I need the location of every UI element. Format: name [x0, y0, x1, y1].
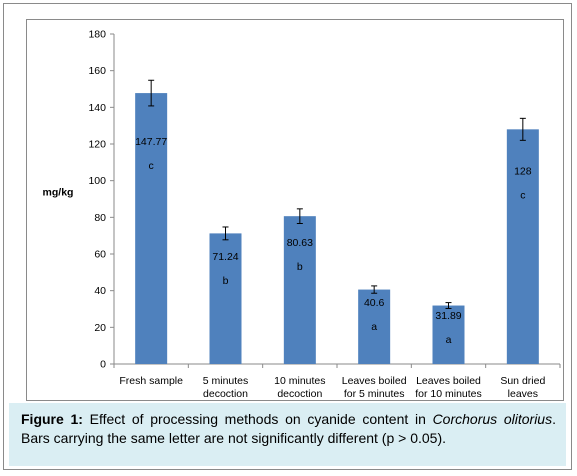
- bar: [209, 233, 242, 364]
- data-label: 80.63: [287, 237, 313, 249]
- significance-letter: c: [520, 190, 525, 202]
- y-tick-label: 180: [88, 29, 106, 41]
- caption-label: Figure 1:: [21, 411, 83, 427]
- figure-caption: Figure 1: Effect of processing methods o…: [9, 403, 566, 466]
- significance-letter: b: [297, 261, 303, 273]
- y-tick-label: 120: [88, 139, 106, 151]
- data-label: 31.89: [435, 310, 461, 322]
- significance-letter: a: [446, 334, 452, 346]
- caption-text-start: Effect of processing methods on cyanide …: [82, 411, 433, 427]
- data-label: 40.6: [364, 297, 385, 309]
- bar: [358, 289, 391, 364]
- x-tick-label: Leaves boiled: [342, 375, 407, 387]
- y-tick-label: 0: [100, 359, 106, 371]
- y-tick-label: 160: [88, 65, 106, 77]
- y-axis-title: mg/kg: [43, 186, 74, 198]
- significance-letter: c: [149, 160, 154, 172]
- y-tick-label: 40: [94, 285, 106, 297]
- caption-species-name: Corchorus olitorius: [432, 411, 553, 427]
- bar: [135, 93, 168, 365]
- bar: [506, 129, 539, 364]
- x-tick-label: Sun dried: [500, 375, 545, 387]
- x-tick-label: decoction: [277, 388, 322, 400]
- caption-text-end: . Bars carrying the same letter are not …: [21, 411, 556, 446]
- x-tick-label: 10 minutes: [274, 375, 325, 387]
- bar: [283, 216, 316, 364]
- bar-chart: 0 20 40 60 80 100 120 140 160 180 mg/kg 147.77 c Fres…: [26, 19, 564, 401]
- data-label: 71.24: [212, 251, 238, 263]
- x-tick-label: decoction: [203, 388, 248, 400]
- data-label: 147.77: [135, 136, 167, 148]
- bar: [432, 305, 465, 364]
- significance-letter: b: [223, 275, 229, 287]
- x-tick-label: 5 minutes: [203, 375, 249, 387]
- significance-letter: a: [371, 321, 377, 333]
- y-tick-label: 20: [94, 322, 106, 334]
- x-tick-label: leaves: [508, 388, 538, 400]
- x-tick-label: for 10 minutes: [415, 388, 482, 400]
- x-tick-label: for 5 minutes: [344, 388, 405, 400]
- x-tick-label: Leaves boiled: [416, 375, 481, 387]
- data-label: 128: [514, 166, 532, 178]
- y-tick-label: 60: [94, 249, 106, 261]
- y-tick-label: 140: [88, 102, 106, 114]
- y-tick-label: 80: [94, 212, 106, 224]
- y-tick-label: 100: [88, 175, 106, 187]
- x-tick-label: Fresh sample: [119, 375, 183, 387]
- chart-svg: 0 20 40 60 80 100 120 140 160 180 mg/kg 147.77 c Fres…: [43, 29, 561, 400]
- figure-frame: 0 20 40 60 80 100 120 140 160 180 mg/kg 147.77 c Fres…: [3, 3, 572, 470]
